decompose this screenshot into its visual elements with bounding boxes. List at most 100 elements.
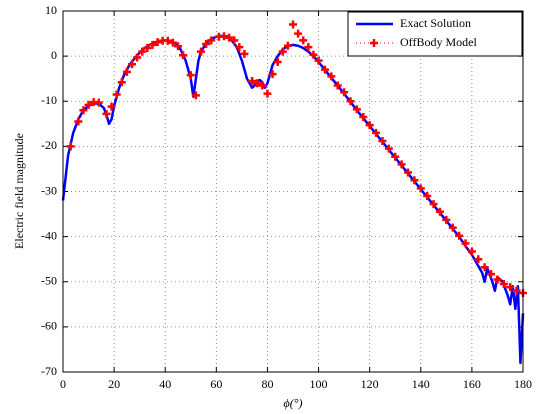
data-point [493, 275, 502, 284]
marker-shape [84, 100, 93, 109]
y-tick-label: -40 [41, 228, 57, 242]
data-point [128, 60, 136, 69]
data-point [179, 51, 188, 60]
data-point [153, 38, 162, 47]
legend-label: Exact Solution [400, 16, 471, 30]
data-point [429, 200, 438, 209]
plot-frame [62, 10, 524, 373]
data-point [235, 43, 244, 52]
legend-label: OffBody Model [400, 35, 477, 49]
marker-shape [163, 36, 172, 45]
marker-shape [404, 168, 412, 177]
data-point [186, 71, 195, 80]
data-point [84, 100, 93, 109]
marker-shape [309, 50, 318, 59]
x-tick-label: 160 [463, 377, 481, 391]
marker-shape [372, 128, 381, 137]
data-point [384, 144, 393, 153]
data-point [122, 67, 131, 76]
marker-shape [506, 283, 515, 292]
marker-shape [202, 39, 211, 48]
marker-shape [333, 81, 342, 90]
marker-shape [487, 270, 496, 279]
x-axis-label: ϕ(°) [283, 396, 302, 410]
marker-shape [397, 160, 406, 169]
y-tick-label: -30 [41, 183, 57, 197]
marker-shape [133, 53, 142, 62]
data-point [378, 136, 387, 145]
marker-shape [467, 247, 476, 256]
marker-shape [174, 42, 182, 51]
marker-shape [66, 142, 75, 151]
data-point [314, 56, 323, 65]
y-tick-label: -20 [41, 138, 57, 152]
marker-shape [384, 144, 393, 153]
y-tick-label: 10 [45, 3, 57, 17]
marker-shape [74, 117, 83, 126]
data-point [107, 102, 116, 111]
marker-shape [220, 32, 228, 41]
marker-shape [499, 280, 508, 289]
data-point [404, 168, 412, 177]
marker-shape [148, 40, 157, 49]
data-point [304, 43, 313, 52]
data-point [299, 36, 308, 45]
marker-shape [435, 207, 444, 216]
data-point [143, 44, 152, 53]
data-point [506, 283, 515, 292]
x-tick-label: 0 [60, 377, 66, 391]
data-point [191, 91, 200, 100]
y-tick-label: -50 [41, 274, 57, 288]
data-point [397, 160, 406, 169]
data-point [220, 32, 228, 41]
marker-shape [138, 47, 147, 56]
marker-shape [268, 70, 277, 79]
data-point [512, 286, 521, 295]
marker-shape [263, 89, 272, 98]
data-point [168, 38, 177, 47]
marker-shape [423, 192, 432, 201]
marker-shape [230, 36, 239, 45]
marker-shape [346, 97, 355, 106]
marker-shape [122, 67, 131, 76]
data-point [248, 76, 257, 85]
marker-shape [378, 136, 387, 145]
marker-shape [248, 76, 257, 85]
data-point [327, 72, 336, 81]
marker-shape [299, 36, 308, 45]
marker-shape [128, 60, 136, 69]
marker-shape [79, 106, 88, 115]
data-point [283, 41, 292, 50]
x-tick-label: 100 [310, 377, 328, 391]
data-point [74, 117, 83, 126]
marker-shape [258, 81, 267, 90]
data-point [273, 57, 282, 66]
y-axis-label: Electric field magnitude [12, 133, 26, 249]
data-point [294, 29, 303, 38]
data-point [435, 207, 444, 216]
data-point [268, 70, 277, 79]
x-tick-label: 140 [412, 377, 430, 391]
data-point [278, 47, 287, 56]
marker-shape [442, 215, 451, 224]
data-point [461, 239, 470, 248]
marker-shape [455, 231, 464, 240]
marker-shape [102, 109, 111, 118]
marker-shape [410, 176, 419, 185]
marker-shape [117, 78, 126, 87]
data-point [289, 20, 297, 29]
marker-shape [429, 200, 438, 209]
marker-shape [143, 44, 152, 53]
marker-shape [370, 39, 378, 47]
marker-shape [94, 98, 103, 107]
data-point [410, 176, 419, 185]
marker-shape [304, 43, 313, 52]
data-point [340, 88, 349, 97]
data-point [148, 40, 157, 49]
data-point [174, 42, 182, 51]
marker-shape [253, 79, 262, 88]
data-point [230, 36, 239, 45]
data-point [346, 97, 355, 106]
x-tick-label: 120 [361, 377, 379, 391]
data-point [263, 89, 272, 98]
